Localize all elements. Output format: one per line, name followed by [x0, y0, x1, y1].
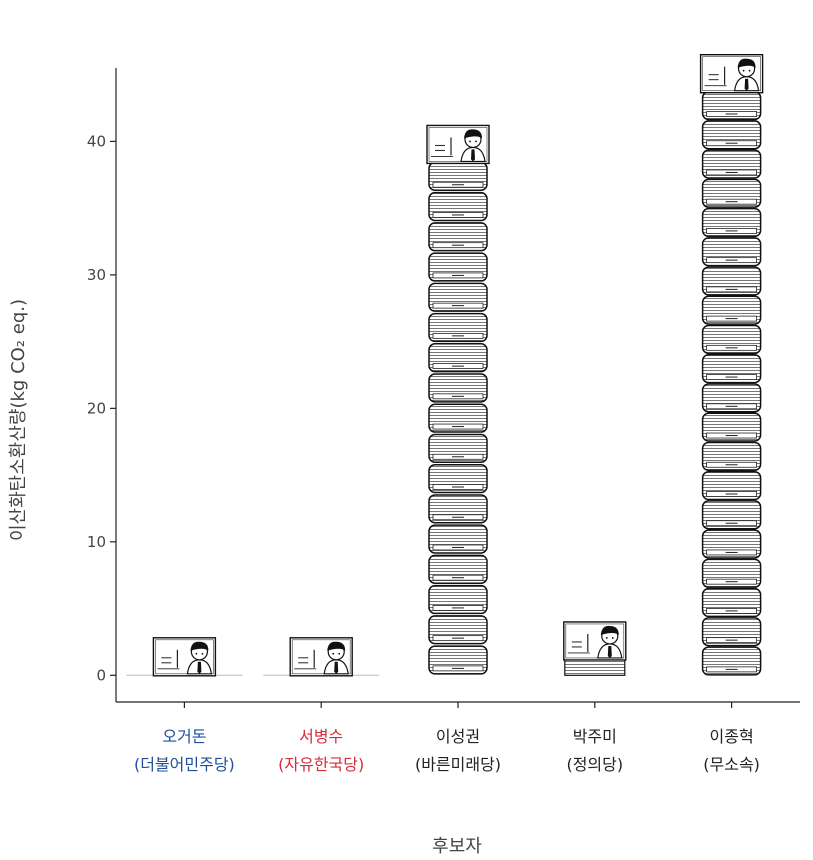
x-tick-label-party: (더불어민주당): [134, 755, 235, 774]
ac-unit: [428, 554, 488, 584]
ac-unit: [701, 90, 762, 121]
y-tick-label: 40: [87, 132, 106, 150]
candidate-tv-frame: [426, 124, 490, 165]
x-tick-label-party: (정의당): [566, 755, 623, 774]
ac-unit: [701, 295, 762, 325]
ac-unit: [428, 191, 488, 222]
y-axis-title: 이산화탄소환산량(kg CO₂ eq.): [8, 299, 29, 541]
y-ticks: 0 10 20 30 40: [87, 132, 116, 684]
bars: [126, 53, 764, 677]
bar: [263, 637, 380, 677]
x-tick-label-name: 서병수: [299, 727, 343, 746]
bar: [563, 621, 627, 676]
candidate-tv-frame: [289, 637, 353, 677]
ac-unit: [701, 178, 762, 208]
ac-unit: [701, 558, 762, 588]
ac-unit: [428, 282, 488, 312]
ac-unit: [428, 343, 488, 373]
ac-unit: [701, 324, 762, 355]
ac-unit: [428, 312, 488, 343]
y-tick-label: 20: [87, 399, 106, 417]
ac-unit: [428, 403, 488, 433]
x-ticks: 오거돈 (더불어민주당) 서병수 (자유한국당) 이성권 (바른미래당) 박주미 (정의당) 이…: [134, 702, 760, 774]
ac-unit: [701, 266, 762, 296]
x-tick-label-name: 박주미: [573, 727, 617, 746]
ac-unit: [701, 646, 762, 676]
ac-unit: [701, 587, 762, 618]
ac-unit: [701, 354, 762, 384]
ac-unit: [701, 149, 762, 179]
ac-unit: [701, 470, 762, 501]
ac-unit: [428, 494, 488, 524]
ac-unit: [428, 433, 488, 464]
x-tick-label-party: (무소속): [703, 755, 760, 774]
x-tick-label-party: (자유한국당): [278, 755, 364, 774]
ac-unit: [701, 120, 762, 150]
x-tick-label-name: 이종혁: [710, 727, 754, 746]
y-tick-label: 0: [96, 666, 106, 684]
ac-unit: [701, 237, 762, 267]
ac-unit: [428, 584, 488, 615]
ac-unit: [428, 524, 488, 554]
ac-unit: [701, 412, 762, 442]
candidate-tv-frame: [563, 621, 627, 661]
bar: [426, 124, 490, 675]
ac-unit: [428, 252, 488, 282]
candidate-tv-frame: [699, 53, 764, 94]
ac-unit: [701, 529, 762, 559]
ac-unit: [428, 373, 488, 403]
ac-unit: [701, 441, 762, 472]
x-tick-label-party: (바른미래당): [415, 755, 501, 774]
x-axis-title: 후보자: [432, 836, 482, 857]
bar: [699, 53, 764, 676]
y-tick-label: 30: [87, 266, 106, 284]
ac-unit: [428, 222, 488, 252]
ac-unit: [701, 617, 762, 647]
y-tick-label: 10: [87, 533, 106, 551]
ac-unit: [701, 207, 762, 238]
ac-unit: [428, 161, 488, 191]
ac-unit: [701, 383, 762, 413]
bar: [126, 637, 243, 677]
x-tick-label-name: 이성권: [436, 727, 480, 746]
ac-unit: [428, 615, 488, 645]
candidate-tv-frame: [152, 637, 217, 677]
ac-unit: [428, 645, 488, 675]
ac-unit: [428, 463, 488, 494]
ac-unit: [701, 500, 762, 530]
x-tick-label-name: 오거돈: [162, 727, 206, 746]
